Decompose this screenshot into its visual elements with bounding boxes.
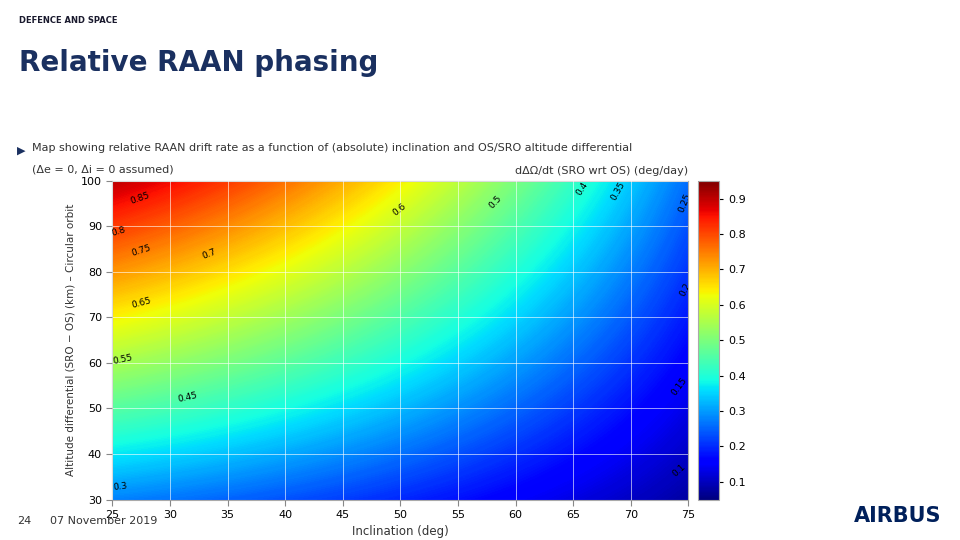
- Y-axis label: Altitude differential (SRO − OS) (km) – Circular orbit: Altitude differential (SRO − OS) (km) – …: [65, 204, 75, 476]
- Text: 0.55: 0.55: [111, 353, 133, 366]
- Text: 0.45: 0.45: [177, 391, 198, 404]
- Text: 0.3: 0.3: [112, 482, 128, 492]
- X-axis label: Inclination (deg): Inclination (deg): [352, 525, 448, 538]
- Text: 0.15: 0.15: [670, 376, 689, 397]
- Text: 0.7: 0.7: [201, 247, 217, 260]
- Text: 07 November 2019: 07 November 2019: [50, 516, 157, 526]
- Text: Relative RAAN phasing: Relative RAAN phasing: [19, 49, 378, 77]
- Text: AIRBUS: AIRBUS: [853, 507, 942, 526]
- Text: (Δe = 0, Δi = 0 assumed): (Δe = 0, Δi = 0 assumed): [32, 165, 174, 175]
- Text: 0.6: 0.6: [391, 201, 408, 218]
- Text: 0.35: 0.35: [609, 180, 627, 202]
- Text: 0.85: 0.85: [129, 190, 151, 205]
- Text: 0.4: 0.4: [575, 180, 590, 197]
- Text: 0.2: 0.2: [679, 281, 693, 298]
- Text: 0.75: 0.75: [131, 243, 152, 258]
- Text: 0.5: 0.5: [487, 193, 503, 210]
- Text: dΔΩ/dt (SRO wrt OS) (deg/day): dΔΩ/dt (SRO wrt OS) (deg/day): [516, 166, 688, 176]
- Text: Map showing relative RAAN drift rate as a function of (absolute) inclination and: Map showing relative RAAN drift rate as …: [32, 143, 632, 153]
- Text: 0.25: 0.25: [677, 192, 693, 213]
- Text: 0.65: 0.65: [131, 296, 152, 310]
- Text: 0.8: 0.8: [110, 225, 127, 238]
- Text: 0.1: 0.1: [671, 463, 688, 479]
- Text: DEFENCE AND SPACE: DEFENCE AND SPACE: [19, 16, 118, 25]
- Text: 24: 24: [17, 516, 32, 526]
- Text: ▶: ▶: [17, 146, 26, 156]
